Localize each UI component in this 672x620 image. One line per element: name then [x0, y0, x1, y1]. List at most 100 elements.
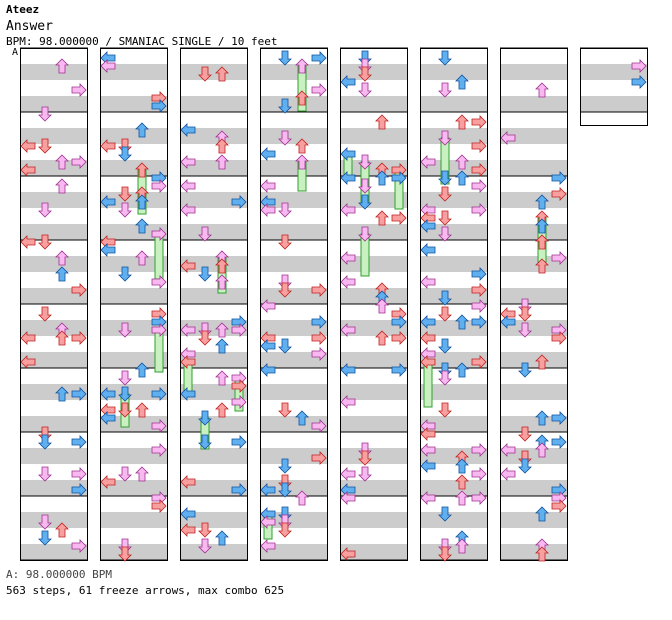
arrow-down: [118, 202, 132, 218]
arrow-left: [420, 491, 436, 505]
arrow-right: [231, 379, 247, 393]
arrow-left: [260, 483, 276, 497]
arrow-left: [500, 467, 516, 481]
chart-column-3: [180, 47, 248, 561]
arrow-up: [375, 330, 389, 346]
arrow-up: [135, 250, 149, 266]
arrow-up: [135, 162, 149, 178]
arrow-down: [38, 466, 52, 482]
arrow-left: [180, 523, 196, 537]
arrow-down: [358, 466, 372, 482]
arrow-left: [340, 547, 356, 561]
arrow-down: [278, 482, 292, 498]
arrow-left: [260, 539, 276, 553]
arrow-left: [340, 251, 356, 265]
arrow-up: [375, 170, 389, 186]
arrow-right: [471, 355, 487, 369]
arrow-right: [71, 467, 87, 481]
arrow-right: [311, 419, 327, 433]
arrow-left: [420, 443, 436, 457]
arrow-up: [215, 402, 229, 418]
arrow-up: [535, 218, 549, 234]
arrow-left: [20, 331, 36, 345]
arrow-left: [420, 243, 436, 257]
arrow-down: [438, 170, 452, 186]
arrow-right: [231, 195, 247, 209]
arrow-down: [278, 98, 292, 114]
arrow-down: [438, 130, 452, 146]
arrow-up: [295, 154, 309, 170]
arrow-right: [471, 467, 487, 481]
arrow-up: [215, 322, 229, 338]
arrow-right: [311, 283, 327, 297]
arrow-left: [180, 203, 196, 217]
arrow-down: [118, 322, 132, 338]
arrow-left: [260, 179, 276, 193]
arrow-up: [535, 234, 549, 250]
arrow-down: [118, 546, 132, 562]
arrow-up: [215, 154, 229, 170]
arrow-right: [391, 171, 407, 185]
arrow-right: [391, 315, 407, 329]
arrow-left: [500, 131, 516, 145]
arrow-up: [455, 74, 469, 90]
arrow-up: [135, 122, 149, 138]
arrow-down: [438, 210, 452, 226]
chart-meta: BPM: 98.000000 / SMANIAC SINGLE / 10 fee…: [6, 35, 278, 48]
arrow-down: [278, 202, 292, 218]
arrow-down: [358, 178, 372, 194]
arrow-down: [198, 226, 212, 242]
arrow-down: [278, 522, 292, 538]
arrow-left: [180, 387, 196, 401]
arrow-left: [340, 363, 356, 377]
arrow-down: [38, 530, 52, 546]
arrow-right: [151, 419, 167, 433]
arrow-up: [215, 138, 229, 154]
arrow-left: [20, 355, 36, 369]
arrow-down: [118, 386, 132, 402]
arrow-right: [231, 435, 247, 449]
arrow-down: [38, 202, 52, 218]
arrow-down: [358, 226, 372, 242]
arrow-up: [455, 538, 469, 554]
arrow-down: [118, 146, 132, 162]
arrow-left: [100, 139, 116, 153]
arrow-right: [471, 443, 487, 457]
freeze-arrow: [423, 361, 433, 408]
arrow-right: [551, 187, 567, 201]
arrow-up: [135, 402, 149, 418]
arrow-right: [471, 267, 487, 281]
arrow-up: [535, 506, 549, 522]
arrow-right: [551, 251, 567, 265]
arrow-left: [180, 259, 196, 273]
arrow-right: [471, 179, 487, 193]
arrow-left: [100, 411, 116, 425]
arrow-up: [215, 274, 229, 290]
arrow-left: [500, 443, 516, 457]
arrow-left: [260, 515, 276, 529]
arrow-down: [118, 266, 132, 282]
arrow-down: [438, 186, 452, 202]
arrow-down: [438, 290, 452, 306]
arrow-up: [375, 298, 389, 314]
arrow-left: [420, 155, 436, 169]
arrow-left: [340, 171, 356, 185]
arrow-down: [438, 82, 452, 98]
arrow-right: [71, 331, 87, 345]
arrow-down: [438, 338, 452, 354]
arrow-down: [438, 50, 452, 66]
arrow-left: [20, 163, 36, 177]
arrow-right: [151, 227, 167, 241]
arrow-left: [420, 427, 436, 441]
arrow-left: [20, 235, 36, 249]
arrow-up: [535, 546, 549, 562]
arrow-right: [71, 387, 87, 401]
arrow-down: [198, 266, 212, 282]
arrow-right: [151, 99, 167, 113]
arrow-right: [71, 83, 87, 97]
arrow-right: [471, 203, 487, 217]
arrow-up: [295, 138, 309, 154]
arrow-right: [151, 179, 167, 193]
arrow-up: [135, 466, 149, 482]
